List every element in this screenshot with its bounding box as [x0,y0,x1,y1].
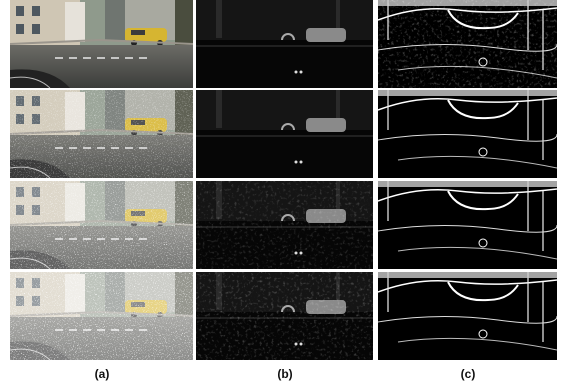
panel-label: (b) [277,367,292,381]
panel-label: (c) [461,367,476,381]
column-a [10,0,193,361]
figure: (a) (b) (c) [0,0,564,387]
page: (a) (b) (c) (() => { const data = JSON.p… [0,0,564,387]
column-b [196,0,373,361]
panel-grid [10,0,557,361]
panel-label: (a) [95,367,110,381]
column-c [378,0,557,360]
